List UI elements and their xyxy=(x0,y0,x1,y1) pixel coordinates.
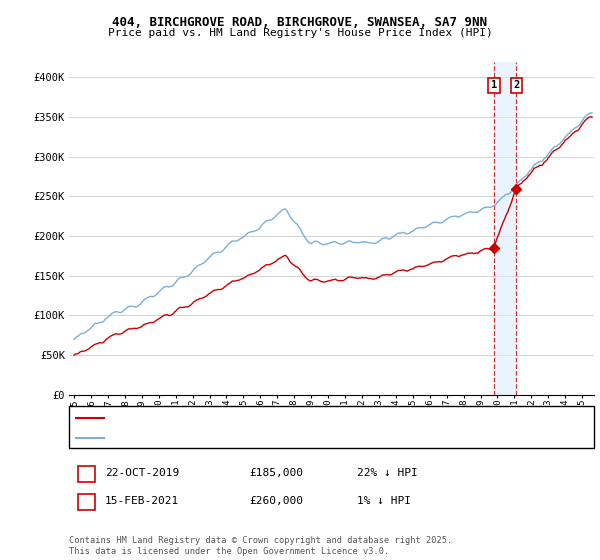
Text: 1% ↓ HPI: 1% ↓ HPI xyxy=(357,496,411,506)
Text: 2: 2 xyxy=(514,81,520,90)
Text: Contains HM Land Registry data © Crown copyright and database right 2025.
This d: Contains HM Land Registry data © Crown c… xyxy=(69,536,452,556)
Text: 1: 1 xyxy=(491,81,497,90)
Text: 15-FEB-2021: 15-FEB-2021 xyxy=(105,496,179,506)
Text: 404, BIRCHGROVE ROAD, BIRCHGROVE, SWANSEA, SA7 9NN: 404, BIRCHGROVE ROAD, BIRCHGROVE, SWANSE… xyxy=(113,16,487,29)
Text: Price paid vs. HM Land Registry's House Price Index (HPI): Price paid vs. HM Land Registry's House … xyxy=(107,28,493,38)
Text: 1: 1 xyxy=(83,468,90,478)
Text: £185,000: £185,000 xyxy=(249,468,303,478)
Text: HPI: Average price, detached house, Swansea: HPI: Average price, detached house, Swan… xyxy=(108,433,355,442)
Text: £260,000: £260,000 xyxy=(249,496,303,506)
Text: 22% ↓ HPI: 22% ↓ HPI xyxy=(357,468,418,478)
Bar xyxy=(494,62,517,395)
Text: 2: 2 xyxy=(83,496,90,506)
Text: 404, BIRCHGROVE ROAD, BIRCHGROVE, SWANSEA, SA7 9NN (detached house): 404, BIRCHGROVE ROAD, BIRCHGROVE, SWANSE… xyxy=(108,413,493,422)
Text: 22-OCT-2019: 22-OCT-2019 xyxy=(105,468,179,478)
